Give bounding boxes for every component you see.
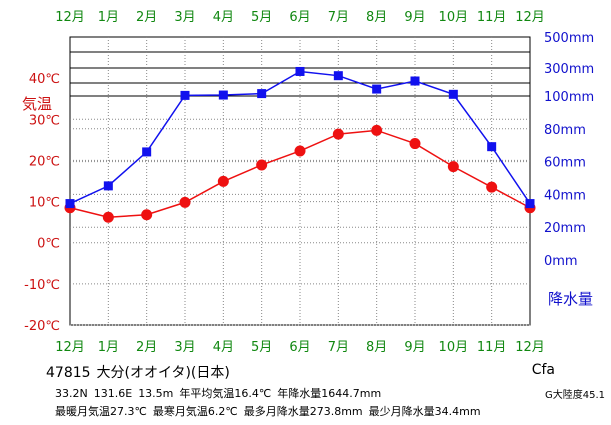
month-label-bottom: 3月 xyxy=(174,340,195,355)
month-label-bottom: 5月 xyxy=(251,340,272,355)
precipitation-point xyxy=(487,142,497,152)
temperature-point xyxy=(371,124,383,136)
precipitation-point xyxy=(180,90,190,100)
temperature-point xyxy=(409,138,421,150)
precip-tick-label: 500mm xyxy=(544,31,594,46)
precipitation-point xyxy=(448,89,458,99)
precipitation-point xyxy=(142,147,152,157)
precip-tick-label: 40mm xyxy=(544,188,586,203)
station-title: 47815 大分(オオイタ)(日本) xyxy=(46,362,230,382)
month-label-top: 10月 xyxy=(439,10,469,25)
temperature-point xyxy=(217,175,229,187)
station-stats-line: 33.2N 131.6E 13.5m 年平均気温16.4℃ 年降水量1644.7mm xyxy=(55,385,381,401)
month-label-top: 8月 xyxy=(366,10,387,25)
temp-tick-label: 0℃ xyxy=(37,237,60,252)
climate-class: Cfa xyxy=(531,362,555,378)
month-label-top: 4月 xyxy=(213,10,234,25)
station-name: 大分(オオイタ)(日本) xyxy=(96,365,230,381)
month-label-top: 3月 xyxy=(174,10,195,25)
station-extremes-line: 最暖月気温27.3℃ 最寒月気温6.2℃ 最多月降水量273.8mm 最少月降水量34… xyxy=(55,403,481,419)
station-elevation: 13.5m xyxy=(138,387,174,400)
temperature-point xyxy=(179,196,191,208)
temperature-point xyxy=(294,145,306,157)
temp-tick-label: 20℃ xyxy=(29,154,60,169)
precipitation-point xyxy=(65,199,75,209)
month-label-bottom: 6月 xyxy=(289,340,310,355)
month-label-top: 9月 xyxy=(404,10,425,25)
temp-tick-label: 30℃ xyxy=(29,113,60,128)
annual-temp: 年平均気温16.4℃ xyxy=(179,387,272,400)
month-label-top: 5月 xyxy=(251,10,272,25)
temperature-point xyxy=(141,209,153,221)
precipitation-point xyxy=(103,181,113,191)
precip-tick-label: 100mm xyxy=(544,90,594,105)
annual-precip: 年降水量1644.7mm xyxy=(277,387,382,400)
month-label-top: 2月 xyxy=(136,10,157,25)
station-code: 47815 xyxy=(46,365,91,381)
month-label-bottom: 2月 xyxy=(136,340,157,355)
warmest-month: 最暖月気温27.3℃ xyxy=(55,405,147,418)
precipitation-point xyxy=(333,71,343,81)
temperature-point xyxy=(102,211,114,223)
precipitation-point xyxy=(372,84,382,94)
precip-tick-label: 60mm xyxy=(544,156,586,171)
temperature-point xyxy=(447,161,459,173)
month-label-bottom: 12月 xyxy=(515,340,545,355)
precipitation-point xyxy=(295,66,305,76)
continentality: G大陸度45.1 xyxy=(544,390,605,401)
temp-axis-title: 気温 xyxy=(22,95,52,113)
month-label-bottom: 12月 xyxy=(55,340,85,355)
temp-tick-label: -10℃ xyxy=(24,278,60,293)
temp-tick-label: -20℃ xyxy=(24,319,60,334)
month-label-top: 1月 xyxy=(98,10,119,25)
month-label-bottom: 1月 xyxy=(98,340,119,355)
temperature-point xyxy=(332,128,344,140)
station-lon: 131.6E xyxy=(93,387,133,400)
month-label-top: 12月 xyxy=(55,10,85,25)
temp-tick-label: 40℃ xyxy=(29,72,60,87)
month-label-top: 11月 xyxy=(477,10,507,25)
driest-month: 最少月降水量34.4mm xyxy=(368,405,481,418)
precip-tick-label: 80mm xyxy=(544,123,586,138)
month-label-bottom: 8月 xyxy=(366,340,387,355)
temperature-point xyxy=(486,181,498,193)
month-label-bottom: 9月 xyxy=(404,340,425,355)
precipitation-point xyxy=(525,199,535,209)
month-label-bottom: 11月 xyxy=(477,340,507,355)
precip-tick-label: 0mm xyxy=(544,254,578,269)
month-label-top: 7月 xyxy=(328,10,349,25)
month-label-bottom: 4月 xyxy=(213,340,234,355)
precipitation-point xyxy=(257,89,267,99)
precip-tick-label: 20mm xyxy=(544,221,586,236)
precip-tick-label: 300mm xyxy=(544,62,594,77)
precipitation-point xyxy=(218,90,228,100)
temp-tick-label: 10℃ xyxy=(29,196,60,211)
month-label-top: 6月 xyxy=(289,10,310,25)
coldest-month: 最寒月気温6.2℃ xyxy=(152,405,238,418)
temperature-point xyxy=(256,159,268,171)
station-lat: 33.2N xyxy=(55,387,88,400)
precip-axis-title: 降水量 xyxy=(548,290,593,308)
month-label-bottom: 7月 xyxy=(328,340,349,355)
month-label-top: 12月 xyxy=(515,10,545,25)
precipitation-point xyxy=(410,76,420,86)
month-label-bottom: 10月 xyxy=(439,340,469,355)
wettest-month: 最多月降水量273.8mm xyxy=(243,405,363,418)
